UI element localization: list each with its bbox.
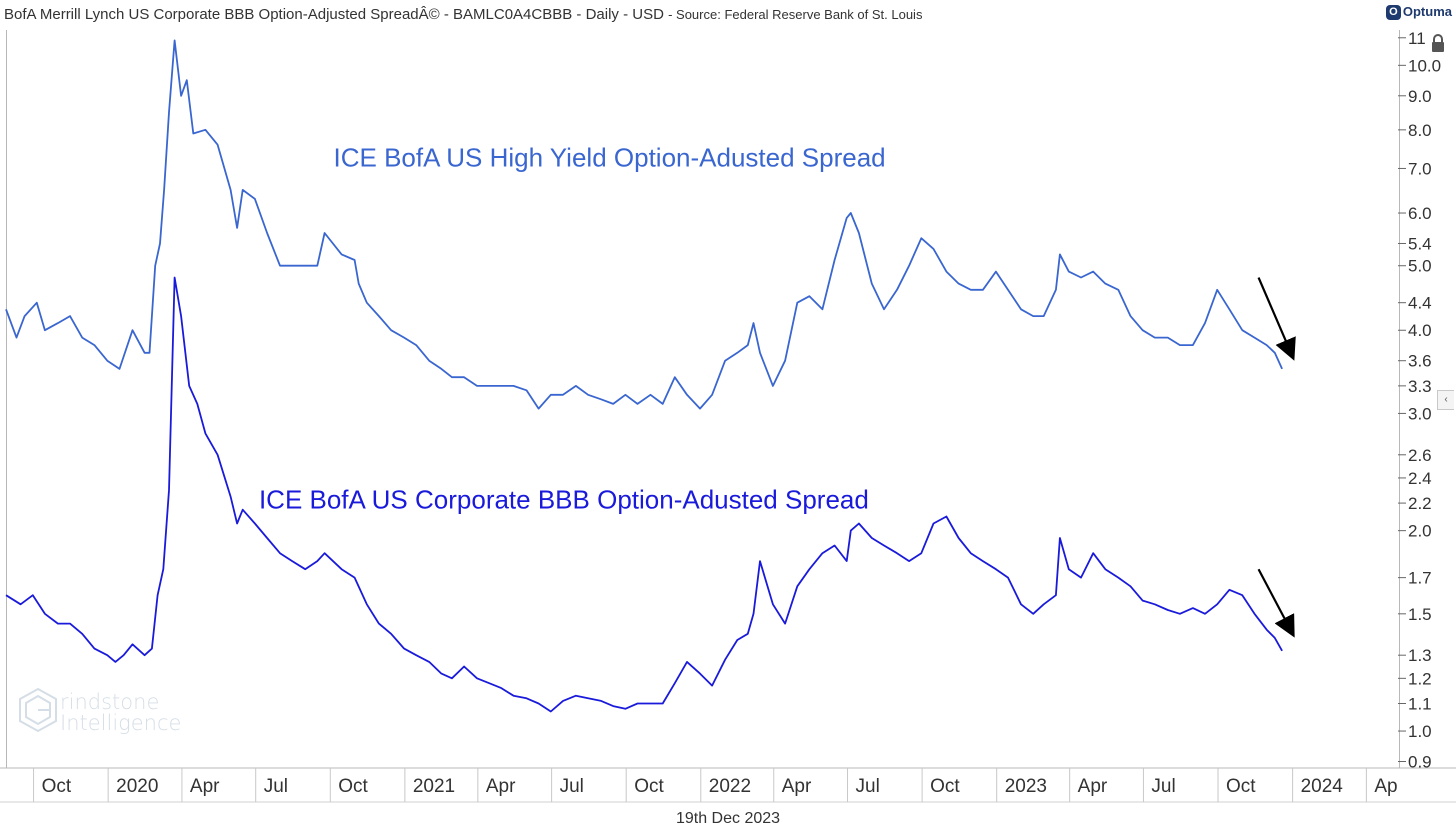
y-tick-label: 2.6 xyxy=(1408,446,1432,465)
chart-source: - Source: Federal Reserve Bank of St. Lo… xyxy=(668,7,923,22)
x-tick-label: Jul xyxy=(856,776,880,797)
y-tick-label: 3.6 xyxy=(1408,352,1432,371)
plot-area[interactable] xyxy=(6,30,1400,768)
chart-series xyxy=(5,39,1283,713)
y-tick-label: 4.4 xyxy=(1408,294,1432,313)
y-tick-label: 11 xyxy=(1408,29,1426,48)
bbb-series-label: ICE BofA US Corporate BBB Option-Adusted… xyxy=(259,484,869,514)
y-tick-label: 3.3 xyxy=(1408,377,1432,396)
y-tick-label: 0.9 xyxy=(1408,753,1432,772)
collapse-panel-button[interactable]: ‹ xyxy=(1437,390,1454,410)
x-tick-label: Apr xyxy=(782,776,812,797)
x-tick-label: Oct xyxy=(338,776,368,797)
x-tick-label: 2020 xyxy=(116,776,158,797)
chart-header: BofA Merrill Lynch US Corporate BBB Opti… xyxy=(0,0,1456,30)
grindstone-watermark: rindstone Intelligence xyxy=(16,686,216,746)
y-tick-label: 1.7 xyxy=(1408,569,1432,588)
hexagon-logo-icon xyxy=(19,687,57,733)
optuma-logo-text: Optuma xyxy=(1402,4,1452,19)
y-tick-label: 6.0 xyxy=(1408,204,1432,223)
bbb-spread-line xyxy=(5,276,1283,713)
optuma-logo: O Optuma xyxy=(1385,4,1452,21)
x-tick-label: 2023 xyxy=(1005,776,1047,797)
chart-axes: Oct 2020 Apr Jul Oct 2021 Apr Jul Oct 2022 Apr Jul O… xyxy=(0,29,1456,803)
watermark-line2: Intelligence xyxy=(60,711,182,735)
x-tick-label: Oct xyxy=(42,776,72,797)
lock-icon[interactable] xyxy=(1429,33,1447,53)
y-tick-label: 2.2 xyxy=(1408,494,1432,513)
chart[interactable]: Oct 2020 Apr Jul Oct 2021 Apr Jul Oct 2022 Apr Jul O… xyxy=(0,0,1456,810)
x-tick-label: Apr xyxy=(1078,776,1108,797)
y-tick-label: 1.2 xyxy=(1408,669,1432,688)
hy-series-label: ICE BofA US High Yield Option-Adusted Sp… xyxy=(334,142,886,172)
y-tick-label: 9.0 xyxy=(1408,87,1432,106)
chart-title-text: BofA Merrill Lynch US Corporate BBB Opti… xyxy=(4,6,664,23)
x-tick-label: 2024 xyxy=(1301,776,1344,797)
watermark-line1: rindstone xyxy=(60,690,160,714)
y-tick-label: 10.0 xyxy=(1408,56,1441,75)
chart-title: BofA Merrill Lynch US Corporate BBB Opti… xyxy=(4,6,922,23)
trend-arrow xyxy=(1257,568,1295,638)
y-tick-label: 4.0 xyxy=(1408,321,1432,340)
x-tick-label: Oct xyxy=(1226,776,1256,797)
x-tick-label: 2021 xyxy=(413,776,455,797)
x-tick-label: Oct xyxy=(930,776,960,797)
trend-arrow xyxy=(1257,277,1296,361)
y-tick-label: 2.0 xyxy=(1408,522,1432,541)
optuma-logo-icon: O xyxy=(1385,5,1401,21)
hy-spread-line xyxy=(5,39,1283,410)
x-tick-label: 2022 xyxy=(709,776,751,797)
y-tick-label: 1.5 xyxy=(1408,605,1432,624)
x-tick-label: Jul xyxy=(1151,776,1175,797)
y-tick-label: 2.4 xyxy=(1408,469,1432,488)
y-tick-label: 8.0 xyxy=(1408,121,1432,140)
y-tick-label: 1.0 xyxy=(1408,722,1432,741)
y-tick-label: 5.0 xyxy=(1408,257,1432,276)
y-tick-label: 5.4 xyxy=(1408,234,1432,253)
x-tick-label: Apr xyxy=(486,776,516,797)
x-tick-label: Ap xyxy=(1374,776,1397,797)
y-tick-label: 1.1 xyxy=(1408,694,1432,713)
x-tick-label: Oct xyxy=(634,776,664,797)
y-tick-label: 3.0 xyxy=(1408,404,1432,423)
y-tick-label: 1.3 xyxy=(1408,646,1432,665)
footer-date: 19th Dec 2023 xyxy=(675,810,781,827)
y-tick-label: 7.0 xyxy=(1408,159,1432,178)
x-tick-label: Apr xyxy=(190,776,220,797)
x-tick-label: Jul xyxy=(264,776,288,797)
x-tick-label: Jul xyxy=(560,776,584,797)
chart-annotations: ICE BofA US High Yield Option-Adusted Sp… xyxy=(259,142,1296,638)
